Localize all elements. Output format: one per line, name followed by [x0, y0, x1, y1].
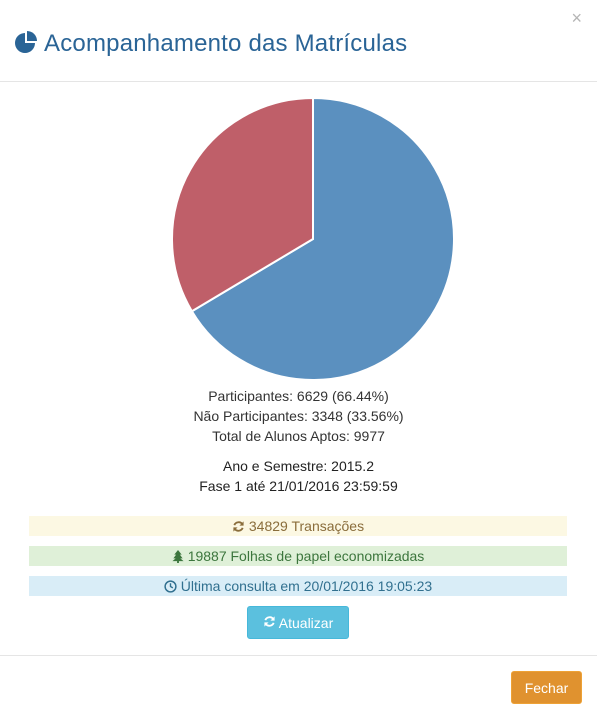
pie-slice-nao-participantes[interactable]	[171, 97, 314, 313]
tree-icon	[172, 548, 184, 568]
paper-bar: 19887 Folhas de papel economizadas	[29, 546, 567, 566]
semester-block: Ano e Semestre: 2015.2 Fase 1 até 21/01/…	[0, 456, 597, 496]
transactions-text: 34829 Transações	[248, 518, 365, 534]
modal-title: Acompanhamento das Matrículas	[14, 28, 407, 60]
refresh-label: Atualizar	[278, 614, 334, 631]
participantes-stat: Participantes: 6629 (66.44%)	[208, 388, 389, 404]
paper-text: 19887 Folhas de papel economizadas	[187, 548, 425, 564]
pie-chart-icon	[14, 30, 38, 59]
pie-chart	[171, 97, 455, 381]
phase-line: Fase 1 até 21/01/2016 23:59:59	[199, 478, 398, 494]
clock-icon	[164, 578, 177, 598]
refresh-button[interactable]: Atualizar	[247, 606, 349, 639]
pie-slice-participantes[interactable]	[190, 97, 455, 381]
modal-header: Acompanhamento das Matrículas ×	[0, 0, 597, 82]
total-stat: Total de Alunos Aptos: 9977	[212, 428, 385, 444]
last-query-text: Última consulta em 20/01/2016 19:05:23	[180, 578, 433, 594]
footer-divider	[0, 655, 597, 656]
stats-block: Participantes: 6629 (66.44%) Não Partici…	[0, 386, 597, 446]
page-title: Acompanhamento das Matrículas	[44, 30, 408, 57]
semester-line: Ano e Semestre: 2015.2	[223, 458, 374, 474]
close-button[interactable]: Fechar	[511, 671, 582, 704]
refresh-icon	[232, 518, 245, 538]
transactions-bar: 34829 Transações	[29, 516, 567, 536]
refresh-icon	[263, 615, 276, 631]
nao-participantes-stat: Não Participantes: 3348 (33.56%)	[193, 408, 404, 424]
close-icon[interactable]: ×	[571, 8, 582, 28]
last-query-bar: Última consulta em 20/01/2016 19:05:23	[29, 576, 567, 596]
